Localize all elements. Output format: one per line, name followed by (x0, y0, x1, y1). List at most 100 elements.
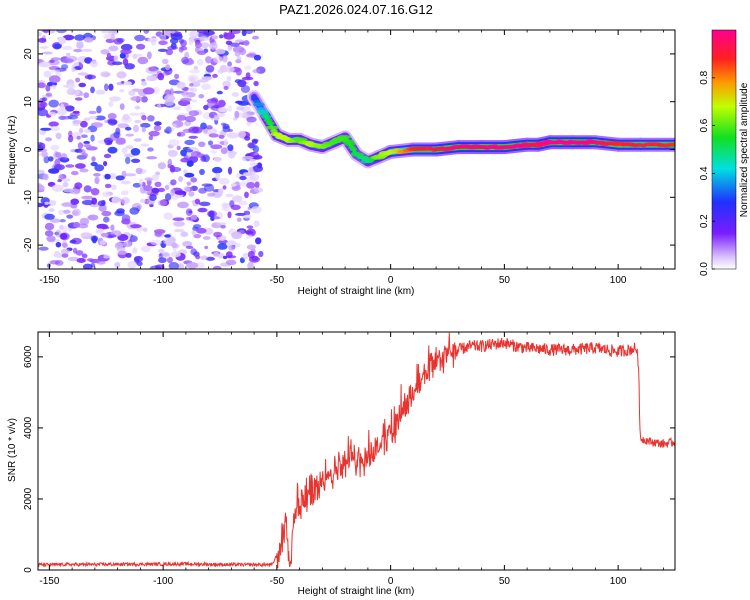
noise-blob (185, 208, 193, 216)
noise-blob (174, 73, 180, 80)
noise-blob (232, 195, 243, 203)
noise-blob (134, 105, 141, 110)
noise-blob (75, 250, 84, 256)
noise-blob (107, 113, 117, 120)
noise-blob (256, 162, 263, 168)
noise-blob (62, 181, 69, 188)
noise-blob (56, 107, 68, 116)
noise-blob (157, 187, 165, 193)
noise-blob (253, 187, 264, 193)
noise-blob (180, 231, 189, 237)
noise-blob (167, 149, 178, 157)
noise-blob (236, 217, 242, 222)
noise-blob (149, 194, 157, 201)
noise-blob (176, 145, 181, 151)
noise-blob (212, 73, 218, 78)
noise-blob (158, 248, 165, 254)
snr-frame (37, 331, 676, 571)
spectrogram-xlabel: Height of straight line (km) (298, 286, 415, 297)
noise-blob (211, 216, 221, 220)
noise-blob (183, 186, 191, 193)
noise-blob (144, 177, 154, 181)
noise-blob (254, 181, 260, 189)
noise-blob (104, 83, 109, 92)
noise-blob (133, 138, 142, 142)
noise-blob (134, 119, 142, 124)
noise-blob (201, 83, 212, 90)
noise-blob (235, 59, 242, 64)
noise-blob (227, 105, 232, 112)
noise-blob (252, 68, 261, 74)
noise-blob (190, 151, 198, 157)
noise-blob (53, 252, 64, 258)
noise-blob (50, 69, 61, 73)
noise-blob (153, 125, 162, 132)
ridge-peak (666, 142, 675, 147)
noise-blob (163, 237, 175, 246)
noise-blob (225, 40, 233, 45)
noise-blob (212, 166, 223, 174)
noise-blob (197, 207, 208, 213)
noise-blob (246, 116, 257, 123)
noise-blob (67, 256, 80, 262)
noise-blob (188, 135, 198, 139)
noise-blob (51, 184, 64, 192)
noise-blob (216, 90, 223, 95)
noise-blob (166, 256, 173, 264)
noise-blob (90, 235, 99, 242)
noise-blob (242, 112, 250, 119)
noise-blob (68, 134, 74, 143)
noise-blob (222, 55, 228, 63)
noise-blob (237, 130, 246, 139)
noise-blob (137, 56, 149, 65)
noise-blob (196, 30, 207, 34)
noise-blob (44, 201, 49, 205)
noise-blob (245, 230, 254, 235)
noise-blob (240, 85, 251, 94)
colorbar: 0.0 0.2 0.4 0.6 0.8 Normalized spectral ampl… (699, 29, 750, 276)
noise-blob (49, 59, 55, 63)
snr-axes: -150 -100 -50 0 50 100 0 2000 4000 6000 (23, 332, 675, 587)
noise-blob (238, 47, 247, 56)
noise-blob (66, 214, 74, 219)
noise-blob (96, 105, 102, 114)
noise-blob (120, 180, 131, 185)
noise-blob (170, 188, 176, 196)
noise-blob (71, 67, 76, 73)
noise-blob (62, 209, 71, 214)
noise-blob (227, 166, 233, 175)
noise-blob (128, 112, 140, 116)
noise-blob (59, 224, 64, 230)
noise-blob (208, 133, 219, 138)
noise-blob (78, 127, 84, 134)
snr-ytick-label: 2000 (23, 487, 34, 510)
noise-blob (225, 251, 233, 259)
noise-blob (201, 76, 213, 81)
noise-blob (207, 210, 217, 218)
noise-blob (141, 81, 147, 86)
noise-blob (114, 242, 124, 250)
snr-ytick-label: 6000 (23, 345, 34, 368)
noise-blob (157, 199, 168, 207)
noise-blob (213, 114, 219, 121)
noise-blob (165, 126, 172, 134)
spectrogram-ytick-label: 10 (23, 96, 34, 108)
noise-blob (177, 263, 185, 269)
noise-blob (73, 61, 80, 67)
noise-blob (163, 212, 173, 220)
noise-blob (184, 172, 195, 178)
noise-blob (111, 196, 121, 204)
noise-blob (249, 162, 258, 166)
noise-blob (79, 149, 86, 154)
noise-blob (90, 134, 95, 142)
noise-blob (158, 257, 167, 264)
noise-blob (176, 114, 187, 121)
noise-blob (113, 55, 119, 62)
noise-blob (38, 144, 44, 152)
noise-blob (149, 265, 162, 269)
noise-blob (184, 139, 195, 146)
noise-blob (45, 92, 53, 97)
noise-blob (107, 118, 112, 124)
noise-blob (247, 261, 254, 269)
noise-blob (123, 241, 132, 248)
